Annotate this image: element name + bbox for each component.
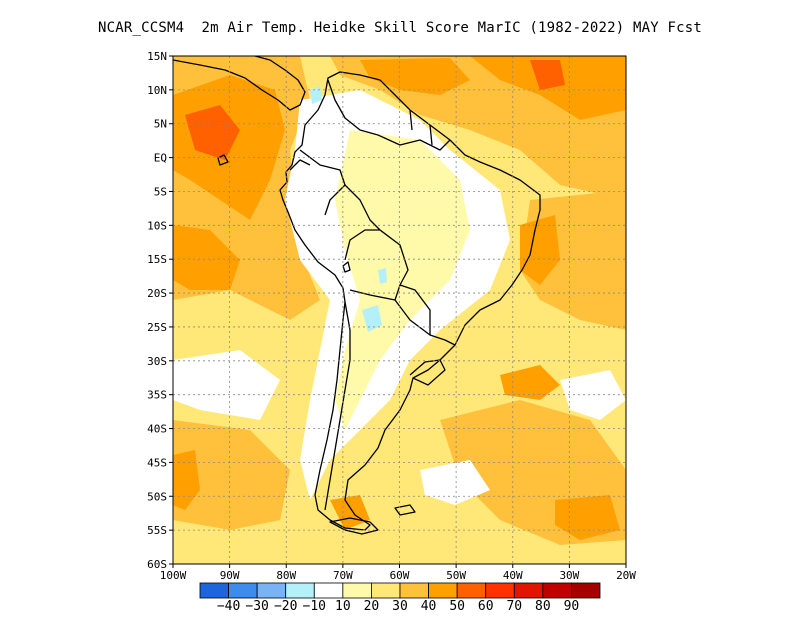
colorbar-label: 80: [535, 599, 551, 614]
colorbar-label: −20: [274, 599, 297, 614]
colorbar-label: 40: [421, 599, 437, 614]
field-white-ocean-s: [420, 460, 490, 505]
coastline-south-america: [279, 71, 541, 531]
lat-tick-label: 10S: [147, 219, 167, 232]
coastline-central-america: [173, 56, 306, 111]
colorbar-swatch-7: [399, 582, 429, 599]
border-peru-bolivia: [344, 229, 380, 261]
colorbar-swatch-2: [256, 582, 287, 599]
lon-tick-label: 100W: [160, 569, 187, 582]
field-blue-patch-2: [310, 86, 322, 104]
lon-tick-label: 50W: [446, 569, 466, 582]
galapagos: [217, 154, 229, 166]
colorbar-label: 20: [364, 599, 380, 614]
colorbar-label: 90: [564, 599, 580, 614]
lon-tick-label: 30W: [559, 569, 579, 582]
field-orange-caribbean: [360, 58, 470, 95]
colorbar-swatch-5: [342, 582, 372, 599]
border-guianas: [409, 109, 433, 146]
field-orange-brazil: [520, 215, 560, 285]
colorbar-swatch-13: [571, 582, 601, 599]
lat-tick-label: 55S: [147, 524, 167, 537]
lon-tick-label: 20W: [616, 569, 636, 582]
colorbar-swatch-3: [285, 582, 315, 599]
lat-tick-label: 40S: [147, 423, 167, 436]
border-venezuela-brazil: [377, 134, 451, 151]
colorbar-label: −10: [303, 599, 326, 614]
colorbar-label: 60: [478, 599, 494, 614]
colorbar-label: −30: [245, 599, 268, 614]
lat-tick-label: 50S: [147, 490, 167, 503]
colorbar-swatch-8: [428, 582, 458, 599]
field-orange-pacific-south: [173, 225, 240, 290]
colorbar-label: 50: [449, 599, 465, 614]
border-ecuador-peru: [289, 159, 311, 171]
colorbar-label: 30: [392, 599, 408, 614]
map-title: NCAR_CCSM4 2m Air Temp. Heidke Skill Sco…: [97, 20, 702, 36]
field-orange-south-atl-2: [500, 365, 560, 400]
field-blue-patch-1: [362, 305, 382, 332]
falkland-islands: [394, 504, 416, 516]
lake-titicaca: [342, 261, 351, 273]
colorbar-swatch-12: [542, 582, 572, 599]
border-paraguay: [394, 284, 431, 336]
field-orange-sw-patch: [173, 450, 200, 510]
skill-field: [173, 56, 626, 564]
field-dark-orange-core-2: [530, 60, 565, 90]
lat-tick-label: 60S: [147, 558, 167, 571]
lat-tick-label: 25S: [147, 321, 167, 334]
lat-tick-label: 20S: [147, 287, 167, 300]
field-orange-s-atl-3: [555, 495, 620, 540]
colorbar-label: 10: [335, 599, 351, 614]
lon-tick-label: 80W: [276, 569, 296, 582]
field-blue-patch-3: [378, 268, 387, 284]
border-argentina-brazil: [429, 334, 456, 346]
colorbar-label: −40: [217, 599, 240, 614]
colorbar-swatch-6: [371, 582, 401, 599]
lat-tick-label: 15S: [147, 253, 167, 266]
field-orange-se-pacific: [330, 495, 370, 530]
border-chile-argentina: [324, 301, 351, 511]
lat-tick-label: EQ: [154, 152, 167, 165]
lat-tick-label: 35S: [147, 389, 167, 402]
longitude-axis: 100W 90W 80W 70W 60W 50W 40W 30W 20W: [160, 564, 636, 582]
border-bolivia-brazil: [379, 229, 409, 301]
lat-tick-label: 5S: [154, 185, 167, 198]
lon-tick-label: 60W: [390, 569, 410, 582]
colorbar: −40 −30 −20 −10 10 20 30 40 50 60 70 80 90: [199, 582, 601, 614]
field-white-ocean-sw: [173, 350, 280, 420]
colorbar-swatch-4: [313, 582, 344, 599]
lat-tick-label: 15N: [147, 50, 167, 63]
lat-tick-label: 5N: [154, 118, 167, 131]
lat-tick-label: 10N: [147, 84, 167, 97]
lon-tick-label: 90W: [220, 569, 240, 582]
field-light-orange-sw: [173, 420, 290, 530]
colorbar-swatch-11: [513, 582, 544, 599]
latitude-axis: 15N 10N 5N EQ 5S 10S 15S 20S 25S 30S 35S 40S 45S 50S 5…: [147, 50, 173, 571]
grid-lines: [173, 56, 626, 564]
border-colombia-venezuela: [327, 79, 379, 136]
colorbar-swatch-9: [456, 582, 487, 599]
colorbar-swatch-1: [228, 582, 258, 599]
colorbar-label: 70: [506, 599, 522, 614]
colorbar-swatch-10: [485, 582, 515, 599]
colorbar-swatch-0: [199, 582, 229, 599]
border-bolivia-argentina: [349, 289, 396, 301]
field-dark-orange-core-1: [185, 105, 240, 160]
lat-tick-label: 30S: [147, 355, 167, 368]
border-uruguay: [409, 359, 446, 386]
lat-tick-label: 45S: [147, 456, 167, 469]
lon-tick-label: 40W: [503, 569, 523, 582]
lon-tick-label: 70W: [333, 569, 353, 582]
